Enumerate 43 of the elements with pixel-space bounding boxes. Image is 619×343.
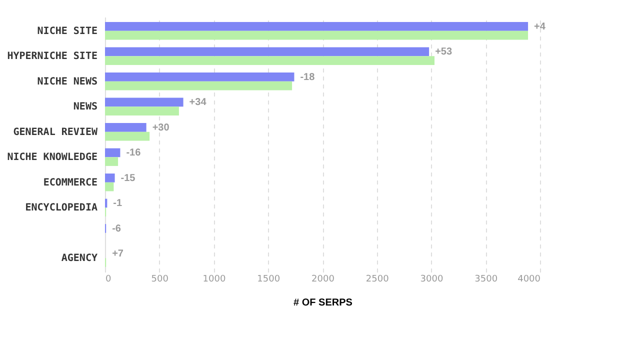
y-tick-label: NICHE KNOWLEDGE	[7, 152, 98, 164]
x-tick-label: 3000	[420, 274, 444, 284]
x-tick-label: 1000	[202, 274, 226, 284]
annotation: -1	[113, 198, 123, 210]
y-tick-label: HYPERNICHE SITE	[7, 51, 98, 62]
annotation: +4	[534, 21, 546, 32]
x-tick-label: 0	[106, 274, 112, 284]
annotation: -15	[120, 172, 136, 184]
x-axis-title: # OF SERPS	[294, 298, 353, 308]
bar	[105, 56, 435, 65]
y-tick-label: NICHE SITE	[37, 26, 98, 37]
y-tick-label: ENCYCLOPEDIA	[25, 202, 98, 214]
x-tick-label: 3500	[474, 274, 498, 284]
x-tick-label: 500	[151, 274, 169, 284]
y-tick-label: NICHE NEWS	[37, 76, 98, 88]
bar	[105, 30, 528, 40]
bar	[105, 81, 292, 90]
y-tick-label: AGENCY	[61, 253, 98, 264]
x-tick-label: 2000	[312, 274, 335, 284]
bar	[105, 123, 146, 132]
annotation: +7	[112, 248, 124, 260]
x-tick-label: 1500	[257, 274, 280, 284]
bar	[105, 98, 184, 107]
annotation: +34	[189, 97, 207, 108]
bar	[105, 106, 179, 116]
annotation: -18	[300, 72, 316, 83]
bar	[105, 148, 120, 158]
bar	[105, 72, 294, 82]
bar	[105, 132, 150, 141]
annotation: -16	[126, 148, 142, 159]
x-tick-label: 4000	[518, 274, 541, 284]
y-tick-label: GENERAL REVIEW	[13, 126, 98, 138]
bar	[105, 47, 430, 56]
bar	[105, 182, 114, 192]
bar	[105, 157, 118, 166]
bar	[105, 22, 528, 31]
bar	[105, 174, 115, 182]
y-tick-label: ECOMMERCE	[43, 177, 98, 188]
x-tick-label: 2500	[366, 274, 390, 284]
annotation: +30	[152, 122, 170, 134]
annotation: -6	[112, 223, 122, 234]
annotation: +53	[435, 46, 452, 58]
y-tick-label: NEWS	[73, 102, 98, 113]
